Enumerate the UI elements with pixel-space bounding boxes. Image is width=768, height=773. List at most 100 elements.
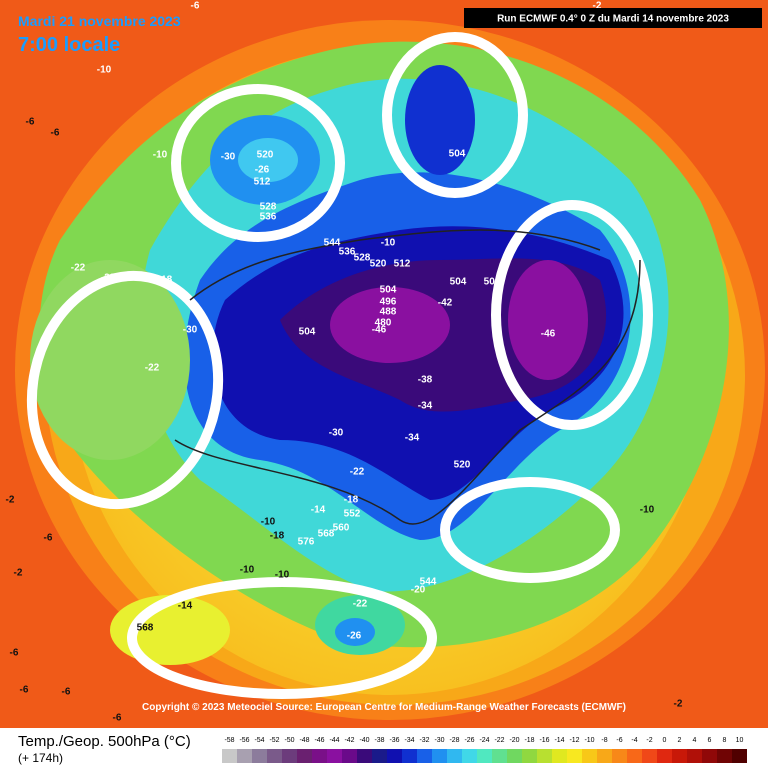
legend-label: -26 [464,737,474,744]
legend-swatch [732,749,747,763]
contour-label: -6 [51,128,60,139]
contour-label: 544 [420,577,437,588]
contour-label: 520 [257,150,274,161]
legend-label: -20 [509,737,519,744]
legend-label: -34 [404,737,414,744]
legend-swatch [687,749,702,763]
contour-label: -6 [191,1,200,12]
legend-label: -30 [434,737,444,744]
legend-label: -6 [616,737,622,744]
contour-label: -2 [593,1,602,12]
contour-label: -2 [6,495,15,506]
legend-swatch [327,749,342,763]
contour-labels: -6-10-6-6-10 -30 520-265125285365445365285… [6,1,683,724]
contour-label: -10 [261,517,276,528]
contour-label: 520 [370,259,387,270]
legend-label: -50 [284,737,294,744]
contour-label: -26 [255,165,270,176]
contour-label: -30 [221,152,236,163]
contour-label: -10 [381,238,396,249]
date: Mardi 21 novembre 2023 [18,13,181,29]
map [0,0,768,728]
legend-label: -52 [269,737,279,744]
legend-label: -40 [359,737,369,744]
legend-swatch [567,749,582,763]
contour-label: -14 [311,505,326,516]
contour-label: -18 [344,495,359,506]
legend-label: -14 [554,737,564,744]
contour-label: -10 [97,65,112,76]
contour-label: 504 [299,327,316,338]
copyright: Copyright © 2023 Meteociel Source: Europ… [142,702,626,713]
legend-label: -10 [584,737,594,744]
contour-label: -46 [541,329,556,340]
contour-label: 496 [380,297,397,308]
run-info: Run ECMWF 0.4° 0 Z du Mardi 14 novembre … [497,14,729,25]
legend-swatch [477,749,492,763]
contour-label: -14 [178,601,193,612]
contour-label: -10 [153,150,168,161]
contour-label: -20 [411,585,426,596]
contour-label: -6 [62,687,71,698]
legend-label: -12 [569,737,579,744]
legend-label: -2 [646,737,652,744]
legend-swatch [552,749,567,763]
contour-label: 544 [324,238,341,249]
contour-label: 512 [394,259,411,270]
contour-label: -22 [145,363,160,374]
contour-label: -22 [101,273,116,284]
legend-swatch [267,749,282,763]
contour-label: 504 [449,149,466,160]
legend-label: -46 [314,737,324,744]
contour-label: -30 [183,325,198,336]
contour-label: -22 [350,467,365,478]
contour-label: -46 [372,325,387,336]
legend: -58 -56 -54 -52 -50 -48 -46 -44 -42 -40 -38 -36 -34-… [222,737,747,763]
contour-label: -6 [44,533,53,544]
contour-label: 504 [484,277,501,288]
contour-label: 504 [380,285,397,296]
contour-label: -10 [640,505,655,516]
contour-label: -22 [353,599,368,610]
legend-swatch [402,749,417,763]
legend-swatch [492,749,507,763]
legend-swatch [582,749,597,763]
legend-label: 2 [678,737,682,744]
legend-label: -42 [344,737,354,744]
contour-label: 504 [450,277,467,288]
legend-label: -4 [631,737,637,744]
legend-swatch [672,749,687,763]
legend-label: -38 [374,737,384,744]
legend-swatch [372,749,387,763]
legend-swatch [357,749,372,763]
legend-swatch [462,749,477,763]
legend-swatch [507,749,522,763]
legend-label: -16 [539,737,549,744]
contour-label: -2 [674,699,683,710]
contour-label: -42 [438,298,453,309]
contour-label: -10 [275,570,290,581]
legend-swatch [447,749,462,763]
legend-label: 0 [663,737,667,744]
contour-label: 536 [339,247,356,258]
footer-title: Temp./Geop. 500hPa (°C) [18,733,191,750]
legend-swatch [417,749,432,763]
legend-swatch [297,749,312,763]
contour-label: -6 [26,117,35,128]
legend-label: -28 [449,737,459,744]
footer-lead: (+ 174h) [18,751,63,765]
legend-label: -18 [524,737,534,744]
contour-label: -34 [405,433,420,444]
legend-swatch [627,749,642,763]
legend-swatch [387,749,402,763]
contour-label: 568 [137,623,154,634]
run-box [464,8,762,28]
contour-label: 520 [454,460,471,471]
contour-label: -30 [329,428,344,439]
contour-label: 480 [375,318,392,329]
legend-swatch [597,749,612,763]
contour-label: -22 [71,263,86,274]
legend-swatch [612,749,627,763]
legend-swatch [537,749,552,763]
